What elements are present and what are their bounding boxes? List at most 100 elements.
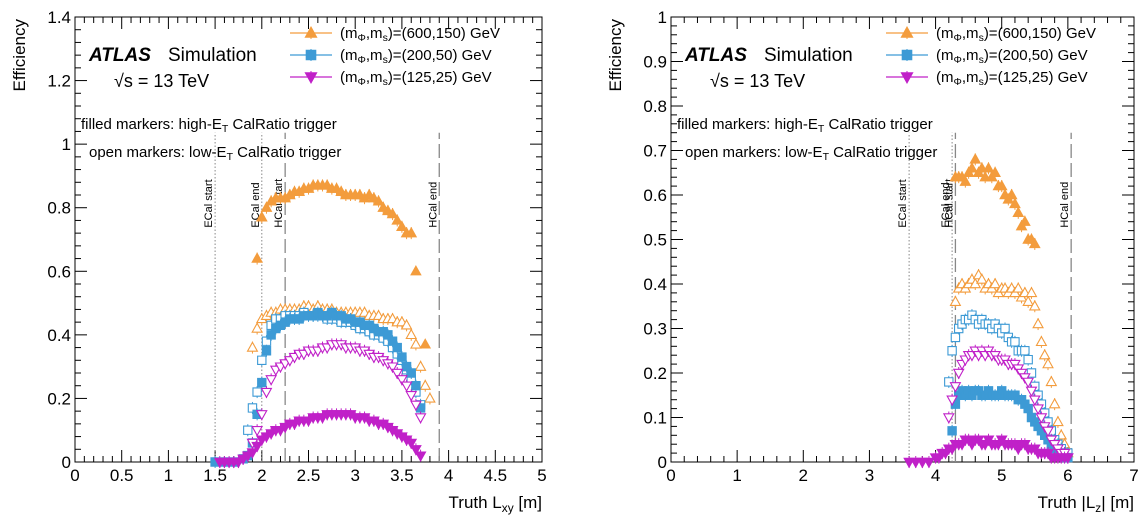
open-marker (1028, 395, 1041, 407)
filled-marker (255, 210, 268, 222)
boundary-label: ECal start (897, 179, 909, 227)
legend-entry-part: ,m (366, 69, 383, 86)
x-tick-label: 2 (257, 466, 266, 485)
x-tick-label: 5 (537, 466, 546, 485)
filled-marker (246, 448, 259, 459)
open-marker (1032, 317, 1044, 329)
open-marker (942, 413, 955, 424)
y-tick-label: 0.8 (47, 199, 71, 218)
open-marker (265, 375, 278, 386)
open-marker (1042, 357, 1054, 369)
open-marker (1022, 377, 1035, 389)
open-marker (260, 387, 273, 399)
y-tick-label: 0.5 (643, 231, 667, 250)
filled-marker (251, 441, 264, 453)
filled-marker (411, 381, 421, 391)
filled-marker (1009, 197, 1021, 209)
legend-entry: (mΦ,ms)=(600,150) GeV (340, 25, 500, 44)
note-filled-markers: filled markers: high-ET CalRatio trigger (81, 116, 337, 135)
filled-marker (1023, 403, 1033, 414)
filled-marker (410, 445, 422, 456)
open-marker (419, 379, 432, 390)
y-tick-label: 0 (62, 453, 71, 472)
open-marker (400, 381, 413, 393)
legend-entry-part: ,m (366, 47, 383, 64)
note-filled-markers-part: T (222, 123, 229, 135)
open-marker (1052, 415, 1064, 427)
legend-entry-part: )=(125,25) GeV (984, 69, 1088, 86)
filled-marker (959, 175, 972, 186)
y-tick-label: 0.6 (47, 262, 71, 281)
legend-entry-part: s (979, 76, 984, 88)
filled-marker (414, 451, 427, 462)
filled-marker (1005, 188, 1018, 200)
y-tick-label: 1.2 (47, 72, 71, 91)
open-marker (410, 338, 422, 349)
y-axis-label: Efficiency (606, 19, 625, 92)
x-tick-label: 7 (1129, 466, 1138, 485)
x-axis-label-part: [m] (514, 493, 542, 512)
legend-marker (305, 49, 317, 61)
legend-entry-part: Φ (358, 32, 366, 44)
filled-marker (1012, 206, 1025, 217)
filled-marker (969, 153, 982, 164)
x-axis-label-part: | [m] (1101, 493, 1134, 512)
x-tick-label: 4 (444, 466, 453, 485)
note-open-markers-part: open markers: low-E (89, 144, 227, 161)
legend-entry-part: (m (936, 47, 954, 64)
x-tick-label: 6 (1063, 466, 1072, 485)
y-tick-label: 0.6 (643, 186, 667, 205)
y-tick-label: 0 (658, 453, 667, 472)
legend-entry-part: (m (340, 25, 358, 42)
legend-entry: (mΦ,ms)=(600,150) GeV (936, 25, 1096, 44)
filled-marker (396, 220, 408, 231)
x-tick-label: 1 (164, 466, 173, 485)
chart-panel-1: 0 0.5 1 1.5 2 2.5 3 3.5 4 4.5 5 0 0.2 0.4 0.6 0.8 1 1.2 1.… (10, 8, 547, 515)
filled-marker (405, 438, 418, 450)
y-tick-label: 0.1 (643, 409, 667, 428)
filled-marker (386, 207, 399, 219)
filled-marker (1028, 237, 1041, 249)
legend-entry-part: (m (340, 69, 358, 86)
open-marker (1022, 295, 1035, 306)
open-marker (1045, 375, 1058, 387)
filled-marker (406, 368, 416, 378)
note-open-markers-part: open markers: low-E (685, 144, 823, 161)
open-marker (246, 341, 259, 352)
y-tick-label: 1 (658, 8, 667, 27)
atlas-label: ATLAS (684, 45, 747, 66)
filled-marker (251, 252, 264, 263)
boundary-label: ECal start (203, 179, 215, 227)
x-tick-label: 1 (732, 466, 741, 485)
legend-marker (304, 72, 318, 85)
open-marker (1048, 397, 1061, 409)
open-marker (952, 368, 965, 380)
x-axis-label-part: xy (502, 501, 514, 515)
y-tick-label: 0.4 (643, 275, 667, 294)
legend-entry-part: )=(600,150) GeV (984, 25, 1096, 42)
filled-marker (419, 338, 432, 349)
filled-marker (982, 161, 995, 173)
legend-marker (304, 25, 318, 38)
open-marker (1000, 323, 1010, 334)
boundary-label: ECal end (940, 182, 952, 227)
x-axis-label: Truth |Lz| [m] (1038, 493, 1134, 515)
x-tick-label: 4.5 (483, 466, 507, 485)
open-marker (257, 355, 267, 365)
legend-entry-part: )=(600,150) GeV (388, 25, 500, 42)
filled-marker (372, 195, 385, 206)
series-3 (903, 344, 1074, 469)
filled-marker (410, 265, 422, 276)
chart-panel-2: 0 1 2 3 4 5 6 7 0 0.1 0.2 0.3 0.4 0.5 0.6 0.7 0.8 0.9 1 Tru… (606, 8, 1139, 515)
open-marker (252, 387, 262, 397)
filled-marker (392, 342, 402, 353)
legend-entry-part: Φ (954, 54, 962, 66)
legend-marker (900, 25, 914, 38)
x-tick-label: 0.5 (110, 466, 134, 485)
y-tick-label: 0.2 (643, 364, 667, 383)
atlas-label: ATLAS (88, 45, 151, 66)
x-axis-label-part: Truth |L (1038, 493, 1096, 512)
filled-marker (260, 201, 273, 212)
